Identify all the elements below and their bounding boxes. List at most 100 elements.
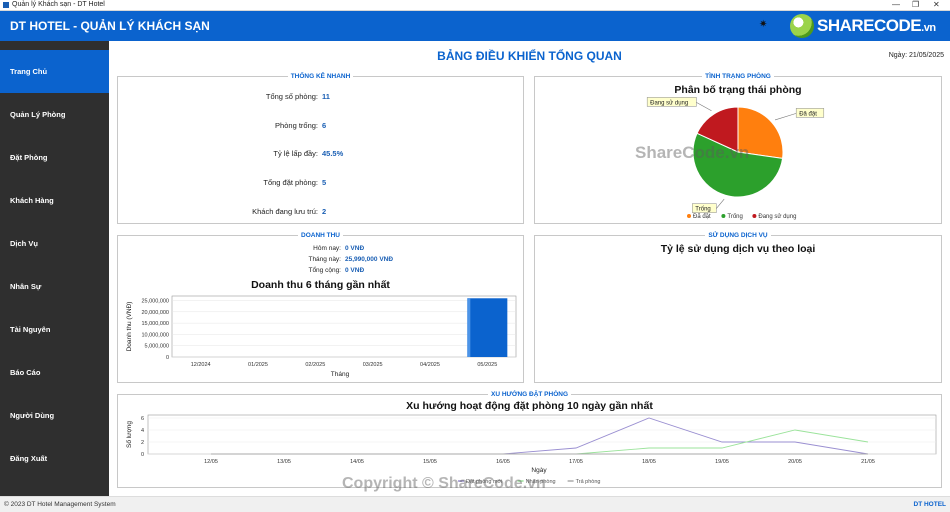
bar-xtick-label: 12/2024 [191,362,211,368]
sidebar-item-resources[interactable]: Tài Nguyên [0,308,109,351]
stat-total-bookings-label: Tổng đặt phòng: [263,178,318,187]
legend-label: Trả phòng [576,479,601,485]
bar-xtick-label: 03/2025 [363,362,383,368]
legend-label: Đặt phòng mới [466,479,502,485]
app-header: DT HOTEL - QUẢN LÝ KHÁCH SẠN ✷ SHARECODE… [0,11,950,41]
sidebar-item-label: Khách Hàng [10,196,54,205]
legend-label: Đang sử dụng [758,213,796,220]
legend-marker [752,214,757,218]
sidebar-item-rooms[interactable]: Quản Lý Phòng [0,93,109,136]
maximize-button[interactable]: ❐ [912,0,920,9]
line-xtick-label: 20/05 [788,459,802,465]
bar-ytick-label: 25,000,000 [141,299,169,305]
line-ytick-label: 2 [141,440,144,446]
line-xtick-label: 19/05 [715,459,729,465]
brand-text: DT HOTEL [913,501,947,508]
revenue-chart-title: Doanh thu 6 tháng gần nhất [251,279,390,291]
pie-slice [737,106,784,159]
pie-label-box [795,108,825,118]
booking-trend-chart-title: Xu hướng hoạt động đặt phòng 10 ngày gần… [406,400,653,412]
legend-marker [687,214,691,218]
bar-ytick-label: 10,000,000 [141,332,169,338]
dashboard-main: BẢNG ĐIỀU KHIỂN TỔNG QUAN Ngày: 21/05/20… [109,41,950,496]
pie-slice [696,106,739,153]
pie-label-box [692,203,717,213]
revenue-bar-chart: 0 5,000,000 10,000,000 15,000,000 20,000,000… [126,295,517,378]
sidebar-item-label: Đăng Xuất [10,454,48,463]
sidebar-item-label: Tài Nguyên [10,325,51,334]
line-ylabel: Số lượng [124,421,133,448]
sidebar-item-label: Người Dùng [10,411,55,420]
bar-ytick-label: 5,000,000 [145,344,169,350]
star-icon: ✷ [759,19,768,30]
line-xtick-label: 16/05 [496,459,510,465]
sidebar-item-label: Trang Chủ [10,67,48,76]
legend-label: Trống [727,214,742,220]
sidebar-item-label: Quản Lý Phòng [10,110,66,119]
app-title: DT HOTEL - QUẢN LÝ KHÁCH SẠN [10,19,210,33]
bar-xtick-label: 04/2025 [420,362,440,368]
booking-trend-panel: XU HƯỚNG ĐẶT PHÒNG Xu hướng hoạt động đặ… [117,391,942,488]
sidebar-item-label: Đặt Phòng [10,153,48,162]
sidebar-item-label: Nhân Sự [10,282,42,291]
line-xtick-label: 18/05 [642,459,656,465]
stat-total-rooms-value: 11 [322,92,330,101]
stat-guests-staying-label: Khách đang lưu trú: [252,207,318,216]
booking-trend-line-chart: 0 2 4 6 12/05 13/05 14/05 15/05 16/05 17/05 18/05 1… [124,414,937,485]
logo-ball-icon [790,14,814,38]
pie-slice-label: Trống [695,207,710,213]
revenue-panel: DOANH THU Hôm nay: 0 VNĐ Tháng này: 25,9… [117,232,524,383]
sidebar-item-staff[interactable]: Nhân Sự [0,265,109,308]
line-xtick-label: 21/05 [861,459,875,465]
services-panel: SỬ DỤNG DỊCH VỤ Tỷ lệ sử dụng dịch vụ th… [534,232,942,383]
bar-ylabel: Doanh thu (VNĐ) [126,302,133,352]
stat-guests-staying-value: 2 [322,207,327,216]
pie-callout-line [774,113,797,121]
sidebar-item-services[interactable]: Dịch Vụ [0,222,109,265]
sidebar-item-label: Báo Cáo [10,368,41,377]
logo-text: SHARECODE.vn [817,16,936,35]
stat-total-bookings-value: 5 [322,178,327,187]
line-xtick-label: 14/05 [350,459,364,465]
revenue-bar-highlight [467,298,471,357]
page-title: BẢNG ĐIỀU KHIỂN TỔNG QUAN [437,49,622,63]
sidebar-item-users[interactable]: Người Dùng [0,394,109,437]
legend-marker [721,214,726,218]
bar-xlabel: Tháng [331,371,350,378]
revenue-today-value: 0 VNĐ [345,245,365,252]
stat-occupancy-value: 45.5% [322,149,344,158]
room-status-title: TÌNH TRẠNG PHÒNG [702,73,774,80]
revenue-title: DOANH THU [298,232,343,239]
services-title: SỬ DỤNG DỊCH VỤ [705,232,771,239]
revenue-month-value: 25,990,000 VNĐ [345,256,394,263]
sidebar-item-customers[interactable]: Khách Hàng [0,179,109,222]
stat-occupancy-label: Tỷ lệ lấp đầy: [273,149,318,158]
app-icon [3,2,9,8]
minimize-button[interactable]: — [892,0,900,9]
sidebar-item-bookings[interactable]: Đặt Phòng [0,136,109,179]
revenue-total-label: Tổng cộng: [308,267,341,274]
sidebar-item-reports[interactable]: Báo Cáo [0,351,109,394]
current-date: Ngày: 21/05/2025 [888,52,944,59]
close-button[interactable]: ✕ [933,0,940,9]
pie-slice-label: Đã đặt [799,111,817,117]
line-ytick-label: 6 [141,416,144,422]
window-titlebar: Quản lý Khách sạn - DT Hotel — ❐ ✕ [0,0,950,11]
line-xlabel: Ngày [531,467,547,474]
stat-empty-rooms-label: Phòng trống: [275,121,318,130]
revenue-total-value: 0 VNĐ [345,267,365,274]
bar-xtick-label: 02/2025 [305,362,325,368]
sidebar-item-logout[interactable]: Đăng Xuất [0,437,109,480]
status-bar: © 2023 DT Hotel Management System DT HOT… [0,496,950,512]
bar-ytick-label: 0 [166,355,169,361]
revenue-month-label: Tháng này: [308,256,341,263]
sidebar-item-home[interactable]: Trang Chủ [0,50,109,93]
bar-ytick-label: 20,000,000 [141,310,169,316]
line-plot-area [147,414,937,455]
pie-slice-label: Đang sử dụng [650,99,688,106]
quick-stats-panel: THỐNG KÊ NHANH Tổng số phòng: 11 Phòng t… [117,73,524,224]
room-status-chart-title: Phân bố trạng thái phòng [674,84,802,96]
stat-empty-rooms-value: 6 [322,121,327,130]
line-xtick-label: 13/05 [277,459,291,465]
